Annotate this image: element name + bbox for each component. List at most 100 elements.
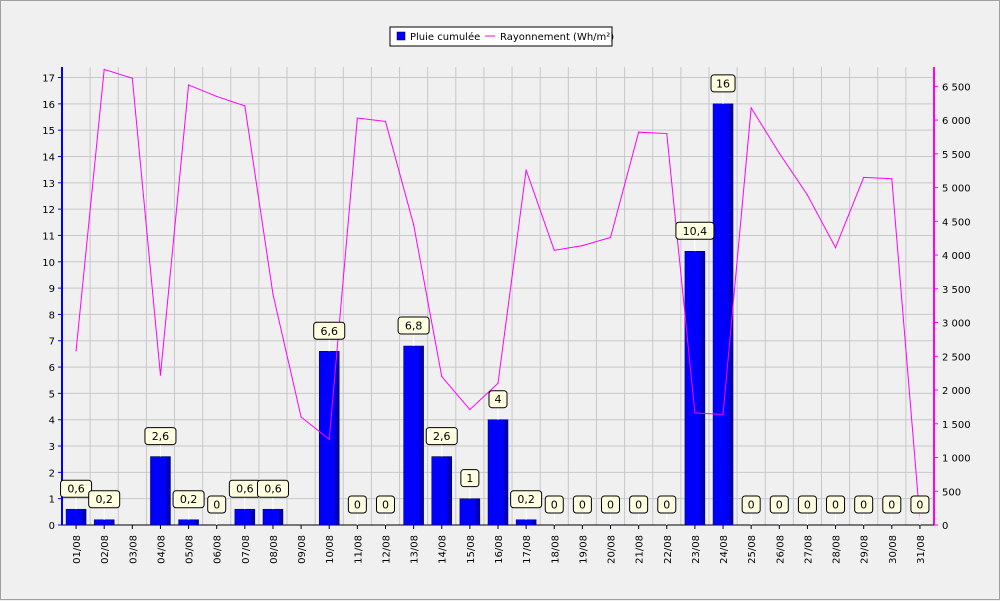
x-tick-label: 22/08	[663, 535, 674, 564]
x-tick-label: 25/08	[747, 535, 758, 564]
data-label-box	[172, 490, 205, 509]
line-point	[891, 178, 893, 180]
data-label-box	[544, 495, 564, 514]
left-tick-label: 16	[42, 100, 55, 111]
data-label-box	[882, 495, 902, 514]
bar-pluie-shade	[250, 509, 255, 525]
data-label: 0	[748, 499, 755, 512]
right-tick-label: 6 500	[942, 82, 971, 93]
data-label: 0,2	[95, 493, 113, 506]
x-tick-label: 10/08	[325, 535, 336, 564]
data-label: 4	[495, 393, 502, 406]
line-point	[638, 131, 640, 133]
x-tick-label: 19/08	[578, 535, 589, 564]
x-tick-label: 29/08	[860, 535, 871, 564]
legend: Pluie cumulée Rayonnement (Wh/m²)	[389, 26, 614, 47]
legend-label-bars: Pluie cumulée	[410, 31, 480, 43]
line-point	[609, 236, 612, 239]
right-tick-label: 4 000	[942, 251, 971, 262]
data-label-box	[741, 495, 761, 514]
line-point	[187, 84, 190, 86]
right-tick-label: 0	[942, 521, 948, 532]
data-label-box	[488, 390, 508, 409]
line-point	[863, 176, 865, 179]
data-label-box	[397, 316, 430, 335]
data-label: 0	[663, 499, 670, 512]
line-point	[469, 408, 471, 411]
data-label-box	[629, 495, 649, 514]
x-tick-label: 26/08	[775, 535, 786, 564]
x-tick-label: 13/08	[410, 535, 421, 564]
x-tick-label: 06/08	[213, 535, 224, 564]
right-tick-label: 1 500	[942, 420, 971, 431]
line-point	[413, 224, 415, 226]
data-label-box	[207, 495, 227, 514]
x-tick-label: 04/08	[156, 535, 167, 564]
data-label: 2,6	[433, 430, 451, 443]
left-tick-label: 13	[42, 179, 55, 190]
left-tick-label: 4	[49, 416, 55, 427]
x-tick-label: 30/08	[888, 535, 899, 564]
line-point	[806, 194, 809, 196]
x-tick-label: 15/08	[466, 535, 477, 564]
bar-pluie-shade	[335, 351, 340, 525]
right-tick-label: 5 000	[942, 184, 971, 195]
right-tick-label: 2 500	[942, 352, 971, 363]
data-label-box	[510, 490, 543, 509]
left-tick-label: 6	[49, 363, 55, 374]
data-label-box	[797, 495, 817, 514]
left-tick-label: 8	[49, 310, 55, 321]
data-label: 0	[551, 499, 558, 512]
line-point	[103, 68, 105, 71]
left-tick-label: 2	[49, 468, 55, 479]
x-tick-label: 16/08	[494, 535, 505, 564]
bar-pluie-shade	[110, 519, 115, 525]
line-point	[750, 107, 752, 109]
left-tick-label: 1	[49, 495, 55, 506]
x-tick-label: 11/08	[353, 535, 364, 564]
left-tick-label: 5	[49, 389, 55, 400]
bar-pluie-shade	[504, 419, 508, 525]
data-label: 0	[888, 499, 895, 512]
line-point	[384, 120, 387, 122]
data-labels: 0,6 0,2 2,6 0,2 0 0,6 0,6 6,6 0 0 6,8 2,6 1 4 0,2 0 0 0 0 0…	[60, 74, 930, 525]
x-tick-label: 24/08	[719, 535, 730, 564]
data-label-box	[675, 221, 715, 240]
line-point	[497, 382, 499, 384]
data-label: 1	[466, 472, 473, 485]
x-tick-label: 09/08	[297, 535, 308, 564]
right-tick-label: 3 000	[942, 319, 971, 330]
right-tick-label: 3 500	[942, 285, 971, 296]
right-tick-label: 4 500	[942, 217, 971, 228]
x-tick-label: 20/08	[607, 535, 618, 564]
data-label: 0	[579, 499, 586, 512]
x-tick-label: 14/08	[438, 535, 449, 564]
bar-pluie-shade	[166, 456, 171, 525]
data-label-box	[60, 479, 93, 498]
right-tick-label: 2 000	[942, 386, 971, 397]
line-point	[666, 132, 668, 135]
bar-pluie-shade	[729, 103, 734, 525]
line-point	[216, 95, 218, 98]
data-label: 2,6	[152, 430, 170, 443]
data-label: 6,8	[405, 320, 423, 333]
data-label: 6,6	[320, 325, 338, 338]
line-point	[272, 293, 274, 295]
data-label: 16	[716, 77, 730, 90]
data-label-box	[425, 427, 458, 446]
bar-pluie-shade	[700, 251, 705, 525]
data-label-box	[375, 495, 395, 514]
left-tick-label: 10	[42, 258, 55, 269]
line-point	[300, 416, 302, 418]
data-label-box	[826, 495, 846, 514]
right-tick-label: 1 000	[942, 454, 971, 465]
left-tick-label: 0	[49, 521, 55, 532]
bar-pluie-shade	[194, 519, 199, 525]
data-label: 0,2	[180, 493, 198, 506]
x-tick-label: 03/08	[128, 535, 139, 564]
line-point	[356, 117, 358, 119]
legend-label-line: Rayonnement (Wh/m²)	[500, 32, 614, 43]
x-tick-label: 21/08	[635, 535, 646, 564]
x-tick-label: 18/08	[550, 535, 561, 564]
x-tick-label: 17/08	[522, 535, 533, 564]
